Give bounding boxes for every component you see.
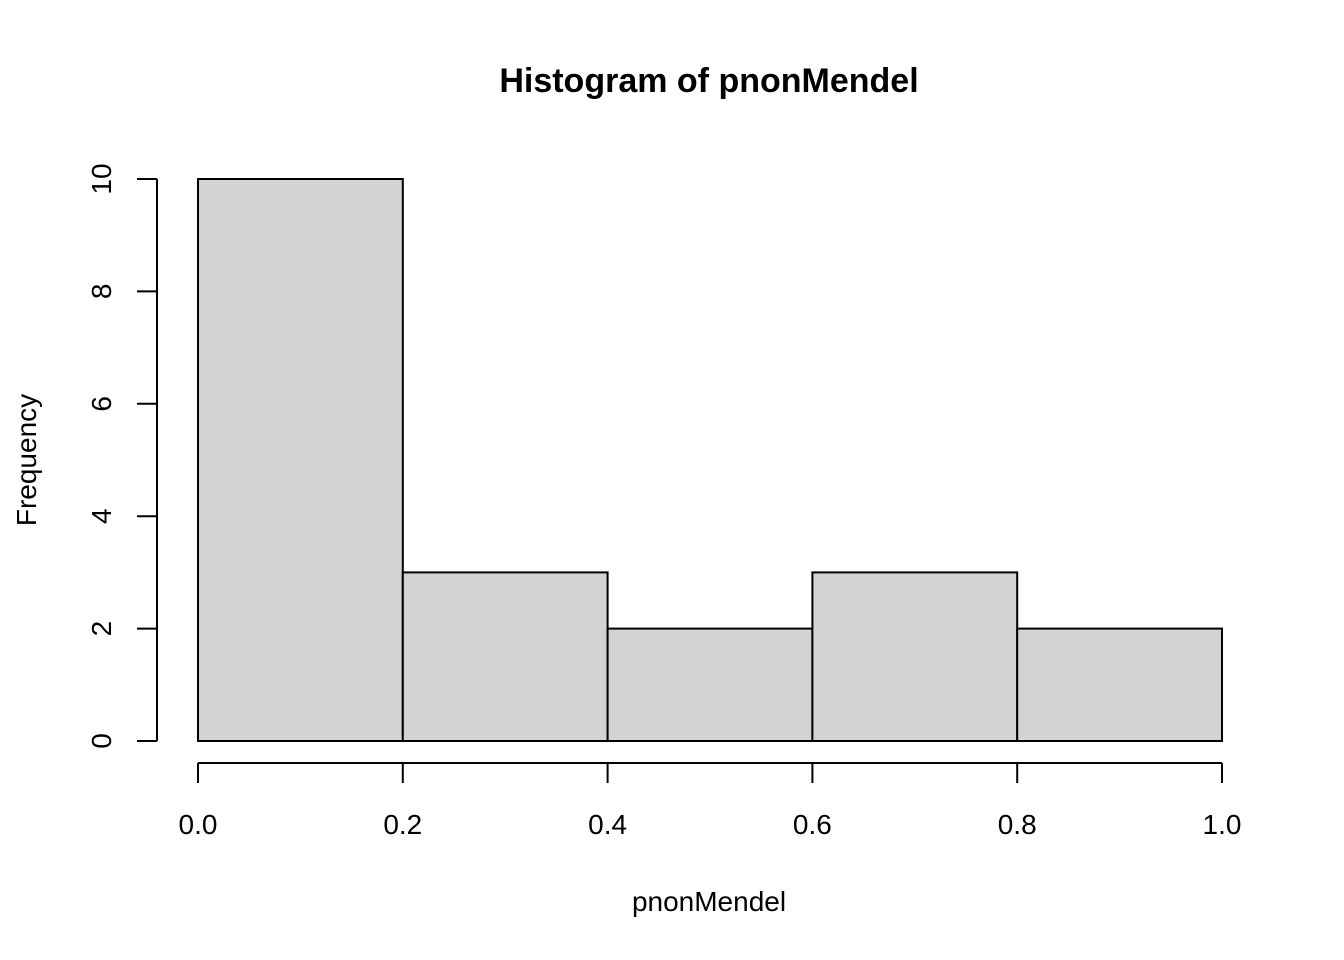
x-tick-label-3: 0.6 [793, 809, 832, 840]
y-axis: 0 2 4 6 8 10 [86, 163, 158, 749]
y-tick-label-0: 0 [86, 733, 117, 749]
x-axis: 0.0 0.2 0.4 0.6 0.8 1.0 [179, 762, 1242, 840]
x-tick-label-4: 0.8 [998, 809, 1037, 840]
histogram-bar-0 [197, 178, 404, 742]
x-tick-label-2: 0.4 [588, 809, 627, 840]
histogram-bar-3 [811, 571, 1019, 743]
histogram-bar-2 [606, 627, 814, 742]
y-tick-label-2: 4 [86, 508, 117, 524]
chart-title: Histogram of pnonMendel [499, 62, 918, 100]
y-tick-label-3: 6 [86, 396, 117, 412]
x-tick-label-0: 0.0 [179, 809, 218, 840]
histogram-bar-1 [401, 571, 609, 743]
y-tick-label-5: 10 [86, 163, 117, 194]
x-tick-label-1: 0.2 [383, 809, 422, 840]
y-axis-label: Frequency [11, 394, 42, 526]
x-axis-label: pnonMendel [632, 886, 786, 917]
y-tick-label-4: 8 [86, 284, 117, 300]
bars-group [197, 178, 1224, 743]
x-tick-label-5: 1.0 [1203, 809, 1242, 840]
histogram-bar-4 [1016, 627, 1224, 742]
y-tick-label-1: 2 [86, 621, 117, 637]
